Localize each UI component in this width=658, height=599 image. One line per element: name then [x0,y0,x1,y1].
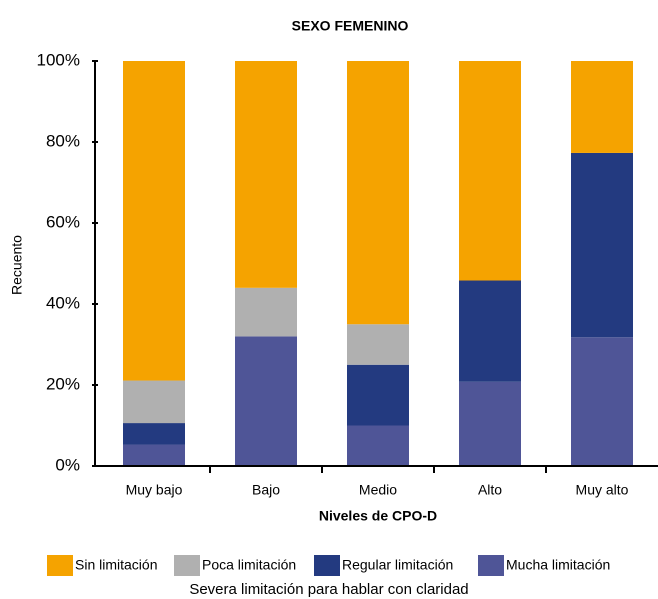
legend-swatch [174,555,200,576]
legend-label: Poca limitación [202,557,296,573]
bar-segment [235,287,297,337]
bar-segment [347,61,409,325]
bar-segment [571,152,633,338]
bar-segment [459,61,521,281]
bar-segment [235,61,297,288]
bar-segment [347,324,409,365]
x-tick-label: Muy bajo [126,482,183,498]
bar-segment [123,61,185,381]
y-tick-label: 100% [37,50,80,69]
y-tick-label: 60% [46,212,80,231]
legend-swatch [47,555,73,576]
x-tick-label: Muy alto [576,482,629,498]
chart-title: SEXO FEMENINO [292,18,409,34]
legend-swatch [478,555,504,576]
legend-label: Sin limitación [75,557,157,573]
bar-segment [235,336,297,466]
bar-segment [571,337,633,466]
legend-swatch [314,555,340,576]
y-tick-label: 0% [55,455,80,474]
bar-segment [123,444,185,466]
bar-segment [123,380,185,424]
bar-segment [459,280,521,382]
bar-segment [347,364,409,426]
legend-label: Regular limitación [342,557,453,573]
x-tick-label: Bajo [252,482,280,498]
legend-label: Mucha limitación [506,557,610,573]
y-tick-label: 40% [46,293,80,312]
bar-segment [459,381,521,466]
x-tick-label: Alto [478,482,502,498]
x-tick-label: Medio [359,482,397,498]
legend-title: Severa limitación para hablar con clarid… [189,581,468,598]
y-tick-label: 20% [46,374,80,393]
bar-segment [571,61,633,153]
y-axis-label: Recuento [9,235,25,295]
bar-segment [123,423,185,445]
y-tick-label: 80% [46,131,80,150]
bar-segment [347,425,409,466]
x-axis-label: Niveles de CPO-D [319,508,437,524]
